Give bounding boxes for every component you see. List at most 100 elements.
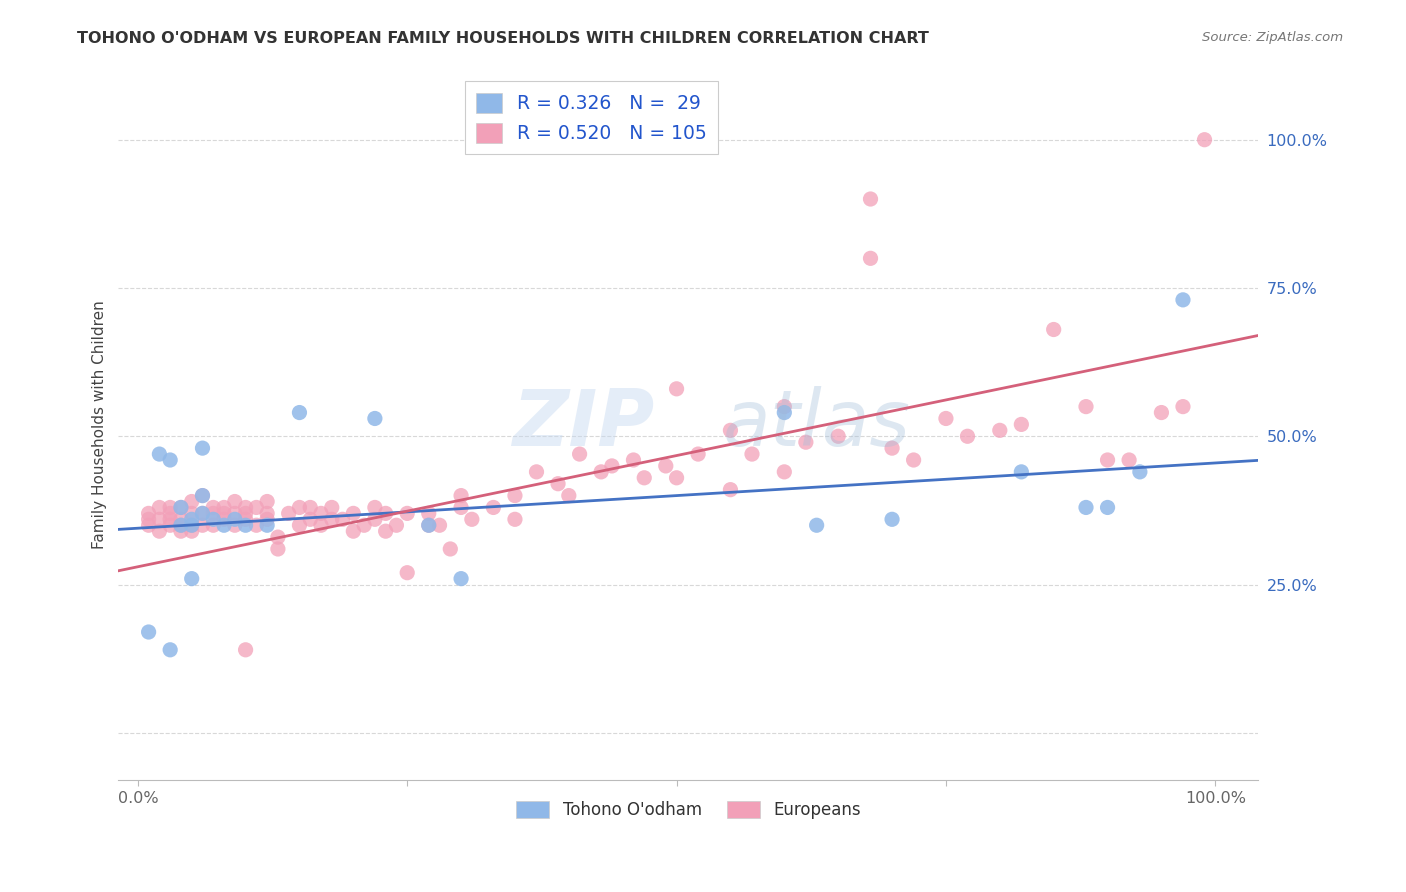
Point (170, 524, 193, 538)
Point (309, 518, 332, 533)
Point (720, 423, 742, 437)
Point (600, 458, 623, 473)
Point (170, 500, 193, 515)
Point (138, 625, 160, 640)
Point (1129, 465, 1152, 479)
Point (633, 471, 655, 485)
Point (148, 500, 170, 515)
Point (138, 512, 160, 526)
Point (191, 489, 214, 503)
Point (720, 483, 742, 497)
Point (1194, 133, 1216, 147)
Point (439, 541, 461, 556)
Point (450, 489, 472, 503)
Point (180, 512, 202, 526)
Point (880, 512, 903, 526)
Point (396, 507, 419, 521)
Point (148, 524, 170, 538)
Point (159, 500, 181, 515)
Point (224, 518, 246, 533)
Point (418, 507, 440, 521)
Point (288, 518, 311, 533)
Point (170, 512, 193, 526)
Point (385, 518, 408, 533)
Point (418, 518, 440, 533)
Point (180, 518, 202, 533)
Point (235, 518, 257, 533)
Point (1171, 400, 1194, 414)
Point (212, 518, 235, 533)
Point (202, 518, 225, 533)
Point (245, 518, 267, 533)
Point (773, 400, 796, 414)
Point (180, 524, 202, 538)
Point (180, 572, 202, 586)
Point (450, 500, 472, 515)
Point (956, 429, 979, 443)
Point (138, 507, 160, 521)
Point (202, 512, 225, 526)
Point (794, 435, 817, 450)
Point (170, 518, 193, 533)
Point (342, 524, 364, 538)
Point (655, 458, 678, 473)
Point (159, 518, 181, 533)
Point (880, 441, 903, 455)
Point (364, 512, 387, 526)
Point (148, 512, 170, 526)
Point (741, 447, 763, 461)
Point (159, 512, 181, 526)
Point (526, 465, 548, 479)
Text: ZIP: ZIP (512, 386, 654, 462)
Point (256, 518, 278, 533)
Point (988, 423, 1011, 437)
Point (1097, 453, 1119, 467)
Point (503, 489, 526, 503)
Point (859, 192, 882, 206)
Point (224, 512, 246, 526)
Point (212, 507, 235, 521)
Y-axis label: Family Households with Children: Family Households with Children (93, 300, 107, 549)
Point (547, 476, 569, 491)
Point (1171, 293, 1194, 307)
Point (482, 500, 505, 515)
Point (277, 507, 299, 521)
Point (665, 382, 688, 396)
Point (591, 465, 613, 479)
Point (806, 518, 828, 533)
Point (461, 512, 484, 526)
Point (267, 530, 290, 544)
Point (418, 518, 440, 533)
Point (235, 500, 257, 515)
Point (202, 507, 225, 521)
Point (688, 447, 710, 461)
Point (191, 441, 214, 455)
Point (568, 447, 591, 461)
Point (235, 512, 257, 526)
Point (235, 642, 257, 657)
Point (202, 500, 225, 515)
Point (191, 507, 214, 521)
Point (623, 453, 645, 467)
Point (212, 500, 235, 515)
Point (374, 507, 396, 521)
Text: atlas: atlas (723, 386, 911, 462)
Point (364, 500, 387, 515)
Point (665, 471, 688, 485)
Point (827, 429, 849, 443)
Point (903, 453, 925, 467)
Text: TOHONO O'ODHAM VS EUROPEAN FAMILY HOUSEHOLDS WITH CHILDREN CORRELATION CHART: TOHONO O'ODHAM VS EUROPEAN FAMILY HOUSEH… (77, 31, 929, 46)
Point (309, 507, 332, 521)
Point (1042, 322, 1064, 336)
Point (170, 500, 193, 515)
Point (1150, 405, 1173, 419)
Point (256, 507, 278, 521)
Point (170, 518, 193, 533)
Point (1010, 465, 1032, 479)
Point (342, 507, 364, 521)
Point (224, 494, 246, 508)
Point (148, 447, 170, 461)
Point (321, 512, 343, 526)
Text: Source: ZipAtlas.com: Source: ZipAtlas.com (1202, 31, 1343, 45)
Point (859, 252, 882, 266)
